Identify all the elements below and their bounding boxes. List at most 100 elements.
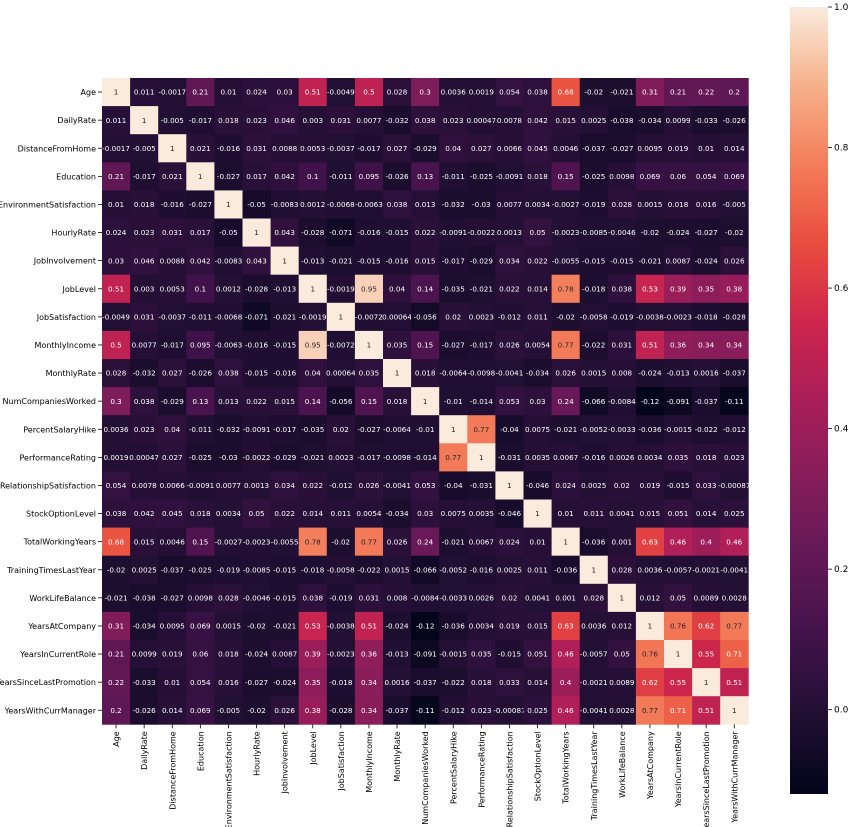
- cell-value-label: 0.018: [134, 200, 155, 209]
- heatmap-cell: [439, 611, 468, 641]
- heatmap-cell: [692, 359, 721, 388]
- heatmap-cell: [523, 190, 552, 219]
- cell-value-label: 0.13: [417, 172, 433, 181]
- heatmap-cell: [186, 246, 215, 276]
- heatmap-cell: [692, 106, 721, 135]
- heatmap-cell: [158, 134, 187, 163]
- cell-value-label: 0.38: [305, 706, 321, 715]
- heatmap-cell: [354, 162, 384, 191]
- heatmap-cell: [439, 471, 468, 500]
- heatmap-cell: [186, 387, 215, 416]
- cell-value-label: -0.0055: [552, 256, 580, 265]
- cell-value-label: 0.028: [218, 593, 239, 602]
- cell-value-label: -0.04: [500, 425, 519, 434]
- cell-value-label: 0.04: [164, 425, 180, 434]
- cell-value-label: 0.042: [190, 256, 211, 265]
- cell-value-label: 0.023: [246, 116, 267, 125]
- cell-value-label: -0.029: [273, 453, 297, 462]
- cell-value-label: 0.028: [583, 593, 604, 602]
- cell-value-label: 0.031: [162, 228, 183, 237]
- cell-value-label: -0.04: [444, 481, 463, 490]
- cell-value-label: 0.021: [162, 172, 183, 181]
- heatmap-cell: [664, 583, 693, 613]
- cell-value-label: 0.026: [499, 341, 520, 350]
- cell-value-label: 0.95: [305, 341, 321, 350]
- heatmap-cell: [326, 190, 356, 219]
- cell-value-label: -0.066: [414, 565, 438, 574]
- heatmap-cell: [495, 527, 524, 557]
- heatmap-cell: [607, 696, 637, 725]
- heatmap-cell: [467, 302, 496, 332]
- heatmap-cell: [692, 190, 721, 219]
- cell-value-label: 0.4: [560, 678, 572, 687]
- cell-value-label: -0.05: [247, 200, 266, 209]
- cell-value-label: 0.0041: [609, 509, 634, 518]
- cell-value-label: -0.022: [357, 565, 380, 574]
- cell-value-label: 0.06: [670, 172, 686, 181]
- cell-value-label: 0.95: [361, 284, 377, 293]
- cell-value-label: -0.019: [582, 200, 606, 209]
- cell-value-label: -0.017: [161, 341, 184, 350]
- cell-value-label: 0.0088: [160, 256, 186, 265]
- heatmap-cell: [495, 162, 524, 191]
- cell-value-label: 0.0036: [581, 622, 607, 631]
- cell-value-label: -0.00087: [718, 481, 750, 490]
- cell-value-label: 0.013: [218, 397, 239, 406]
- cell-value-label: 0.51: [108, 284, 124, 293]
- cell-value-label: 0.0041: [525, 593, 550, 602]
- cell-value-label: 0.033: [696, 481, 717, 490]
- heatmap-cell: [383, 274, 412, 304]
- heatmap-cell: [130, 555, 159, 585]
- heatmap-cell: [186, 134, 215, 163]
- cell-value-label: -0.034: [638, 116, 662, 125]
- heatmap-cell: [298, 696, 328, 725]
- cell-value-label: 0.042: [134, 509, 155, 518]
- cell-value-label: -0.0083: [271, 200, 299, 209]
- cell-value-label: -0.036: [638, 425, 662, 434]
- cell-value-label: 0.05: [670, 593, 686, 602]
- cell-value-label: 0.02: [445, 312, 461, 321]
- heatmap-cell: [523, 78, 552, 107]
- heatmap-cell: [354, 443, 384, 472]
- cell-value-label: 0.031: [246, 144, 267, 153]
- heatmap-cell: [326, 583, 356, 613]
- heatmap-cell: [158, 359, 187, 388]
- heatmap-cell: [102, 555, 131, 585]
- cell-value-label: -0.0052: [439, 565, 467, 574]
- cell-value-label: -0.027: [245, 678, 268, 687]
- cell-value-label: -0.024: [666, 228, 690, 237]
- heatmap-cell: [214, 555, 243, 585]
- heatmap-cell: [242, 640, 271, 669]
- cell-value-label: 0.0046: [553, 144, 579, 153]
- heatmap-cell: [551, 583, 581, 613]
- cell-value-label: -0.0033: [608, 425, 636, 434]
- cell-value-label: 1: [535, 509, 540, 518]
- heatmap-cell: [692, 78, 721, 107]
- heatmap-cell: [326, 302, 356, 332]
- heatmap-cell: [720, 583, 749, 613]
- column-label: RelationshipSatisfaction: [505, 731, 514, 827]
- colorbar-tick-label: 0.8: [834, 144, 849, 154]
- cell-value-label: 0.24: [558, 397, 574, 406]
- row-label: JobInvolvement: [33, 257, 96, 266]
- cell-value-label: -0.035: [301, 425, 324, 434]
- heatmap-cell: [664, 387, 693, 416]
- cell-value-label: -0.091: [414, 650, 437, 659]
- cell-value-label: 0.0036: [103, 425, 129, 434]
- heatmap-cell: [411, 162, 440, 191]
- heatmap-cell: [326, 415, 356, 444]
- heatmap-cell: [635, 274, 665, 304]
- heatmap-cell: [354, 246, 384, 276]
- cell-value-label: 0.0019: [103, 453, 129, 462]
- cell-value-label: -0.0085: [243, 565, 271, 574]
- heatmap-cell: [158, 190, 187, 219]
- heatmap-cell: [607, 274, 637, 304]
- heatmap-cell: [298, 640, 328, 669]
- heatmap-cell: [692, 611, 721, 641]
- heatmap-cell: [354, 302, 384, 332]
- heatmap-cell: [326, 246, 356, 276]
- heatmap-cell: [720, 499, 749, 528]
- heatmap-cell: [551, 330, 581, 360]
- heatmap-cell: [635, 555, 665, 585]
- cell-value-label: 0.71: [670, 706, 686, 715]
